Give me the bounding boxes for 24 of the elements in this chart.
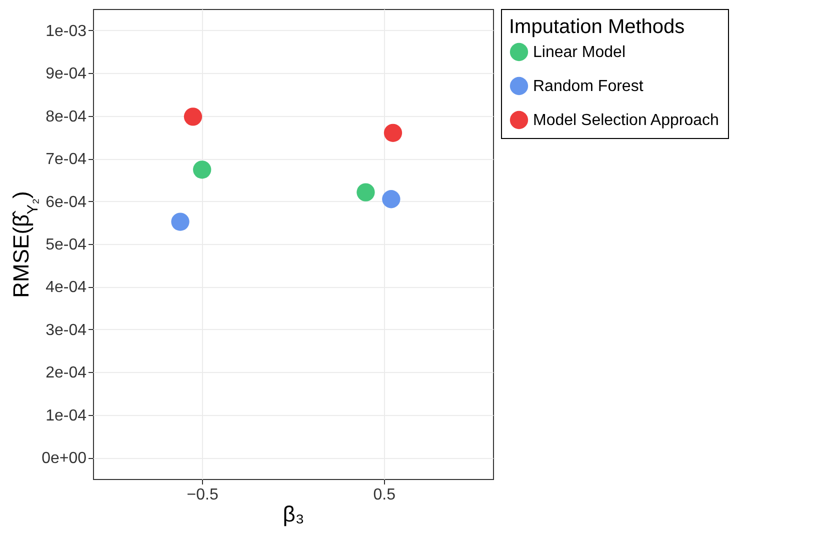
y-tick-label: 1e-03 xyxy=(46,22,87,40)
point xyxy=(171,212,190,231)
y-tick-label: 2e-04 xyxy=(46,364,87,382)
x-tick-label: 0.5 xyxy=(373,486,396,504)
y-tick-label: 6e-04 xyxy=(46,194,87,211)
x-tick-label: −0.5 xyxy=(186,486,218,504)
legend-label: Random Forest xyxy=(533,78,644,95)
y-tick-label: 8e-04 xyxy=(46,108,87,126)
legend-label: Linear Model xyxy=(533,44,626,61)
y-tick-label: 5e-04 xyxy=(46,236,87,254)
y-tick-label: 4e-04 xyxy=(46,279,87,296)
y-tick-label: 0e+00 xyxy=(42,450,87,468)
point xyxy=(384,124,402,142)
point xyxy=(382,190,400,208)
y-tick-label: 3e-04 xyxy=(46,322,87,339)
point xyxy=(184,108,202,126)
legend-label: Model Selection Approach xyxy=(533,112,719,129)
point xyxy=(356,183,375,202)
y-tick-label: 1e-04 xyxy=(46,407,87,424)
x-axis-title: β₃ xyxy=(282,502,304,526)
point xyxy=(193,160,212,179)
y-tick-label: 7e-04 xyxy=(46,151,87,168)
y-tick-label: 9e-04 xyxy=(46,66,87,83)
legend-title: Imputation Methods xyxy=(509,16,685,38)
